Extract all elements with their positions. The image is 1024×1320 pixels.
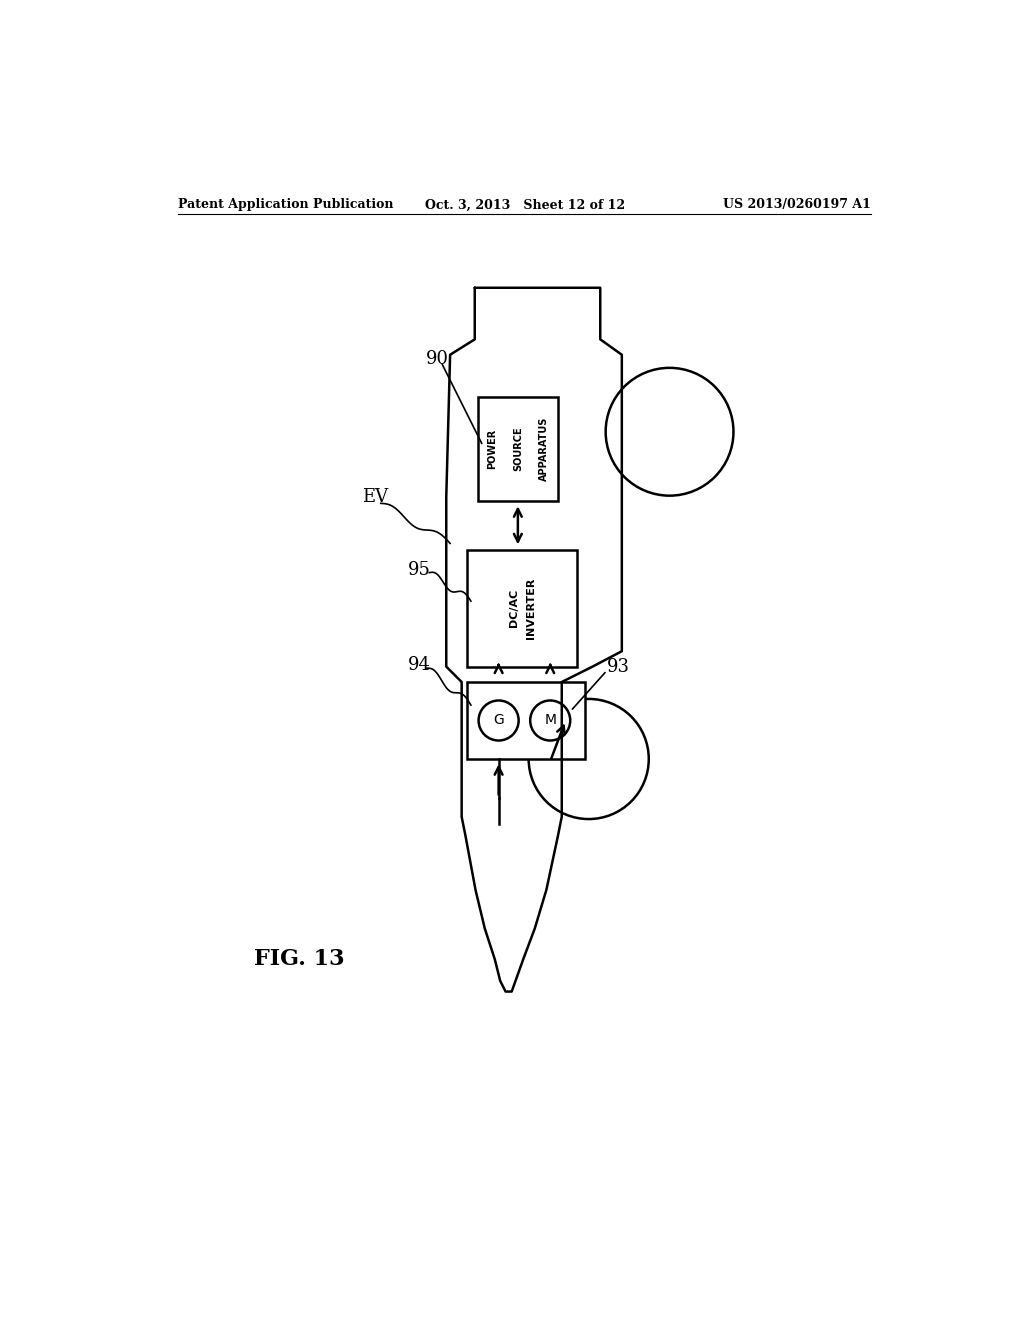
Text: POWER: POWER	[486, 429, 497, 469]
Bar	[467, 682, 585, 759]
Text: EV: EV	[361, 488, 388, 506]
Text: INVERTER: INVERTER	[525, 577, 536, 639]
Text: 94: 94	[408, 656, 431, 675]
Bar	[478, 397, 558, 502]
Text: Patent Application Publication: Patent Application Publication	[178, 198, 394, 211]
Text: US 2013/0260197 A1: US 2013/0260197 A1	[723, 198, 871, 211]
Circle shape	[478, 701, 518, 741]
Text: M: M	[544, 714, 556, 727]
Text: 95: 95	[408, 561, 431, 579]
Circle shape	[530, 701, 570, 741]
Text: 93: 93	[606, 657, 630, 676]
Text: G: G	[494, 714, 504, 727]
Text: Oct. 3, 2013   Sheet 12 of 12: Oct. 3, 2013 Sheet 12 of 12	[425, 198, 625, 211]
Bar	[467, 549, 578, 667]
Text: FIG. 13: FIG. 13	[254, 948, 344, 970]
Text: APPARATUS: APPARATUS	[539, 417, 549, 482]
Text: SOURCE: SOURCE	[513, 426, 523, 471]
Text: 90: 90	[425, 350, 449, 367]
Text: DC/AC: DC/AC	[509, 589, 518, 627]
